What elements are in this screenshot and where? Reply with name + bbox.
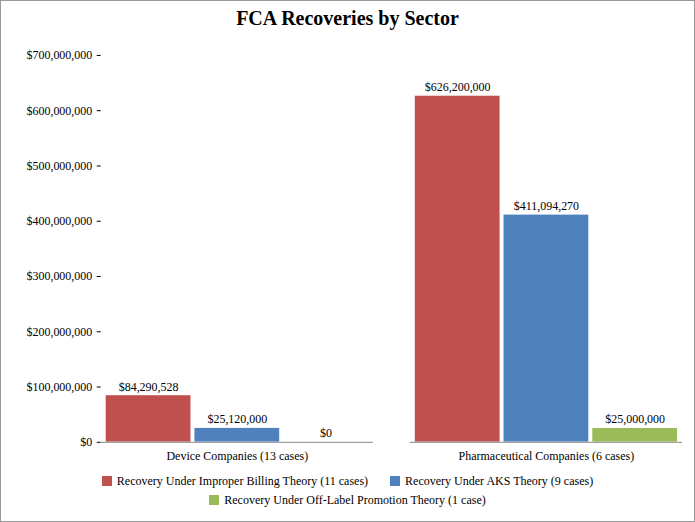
html-text:Recovery Under Improper Billin: Recovery Under Improper Billing Theory (… bbox=[116, 473, 369, 488]
svg-text:$626,200,000: $626,200,000 bbox=[425, 80, 491, 94]
svg-text:$0: $0 bbox=[80, 435, 92, 449]
svg-text:$0: $0 bbox=[320, 426, 332, 440]
svg-text:Pharmaceutical Companies (6 ca: Pharmaceutical Companies (6 cases) bbox=[459, 449, 635, 463]
svg-text:$400,000,000: $400,000,000 bbox=[26, 214, 92, 228]
svg-text:$84,290,528: $84,290,528 bbox=[119, 380, 179, 394]
svg-text:$500,000,000: $500,000,000 bbox=[26, 159, 92, 173]
svg-text:Device Companies (13 cases): Device Companies (13 cases) bbox=[166, 449, 308, 463]
svg-text:$411,094,270: $411,094,270 bbox=[514, 199, 579, 213]
svg-text:$300,000,000: $300,000,000 bbox=[26, 269, 92, 283]
svg-text:$200,000,000: $200,000,000 bbox=[26, 325, 92, 339]
html-text:FCA Recoveries by Sector: FCA Recoveries by Sector bbox=[236, 7, 459, 29]
html-text:Recovery Under Off-Label Promo: Recovery Under Off-Label Promotion Theor… bbox=[224, 492, 486, 507]
svg-text:$25,120,000: $25,120,000 bbox=[207, 412, 267, 426]
svg-text:$700,000,000: $700,000,000 bbox=[26, 48, 92, 62]
html-text:Recovery Under AKS Theory (9 c: Recovery Under AKS Theory (9 cases) bbox=[405, 473, 594, 488]
svg-text:$100,000,000: $100,000,000 bbox=[26, 380, 92, 394]
svg-text:$25,000,000: $25,000,000 bbox=[605, 412, 665, 426]
svg-text:$600,000,000: $600,000,000 bbox=[26, 104, 92, 118]
